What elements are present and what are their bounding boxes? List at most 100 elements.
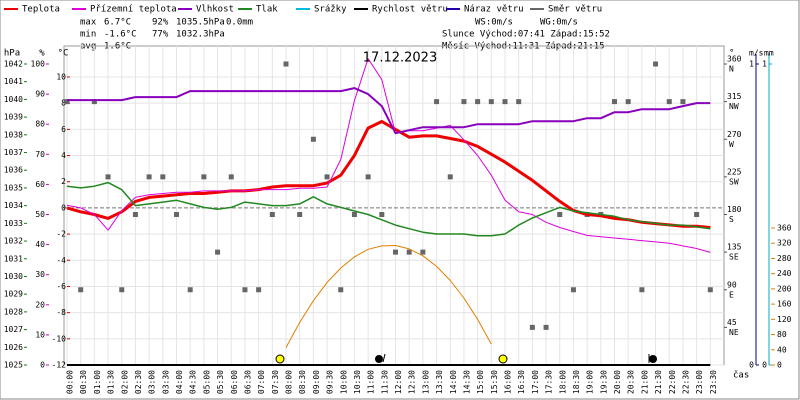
wind-direction-point <box>379 212 385 217</box>
y-tick-label: 1035 <box>4 183 23 192</box>
y-tick-label: -8 <box>56 308 66 317</box>
x-tick-label: 10:30 <box>353 370 362 394</box>
y-tick-label: 1028 <box>4 307 23 316</box>
y-tick-label: 1033 <box>4 219 23 228</box>
y-tick-label: 0 <box>40 361 45 370</box>
x-tick-label: 22:30 <box>681 370 690 394</box>
series-line <box>67 87 711 135</box>
stat-press: 1035.5hPa <box>176 18 225 28</box>
wind-direction-point <box>625 99 631 105</box>
y-tick-label: 1034 <box>4 201 23 210</box>
y-tick-label: -10 <box>52 334 67 343</box>
x-tick-label: 08:00 <box>285 370 294 394</box>
y2-tick-label: 45 <box>727 318 737 327</box>
y2-tick-label: 270 <box>727 130 742 139</box>
y-tick-label: 0 <box>61 203 66 212</box>
compass-label: SE <box>729 253 739 262</box>
wind-direction-point <box>365 174 371 180</box>
x-tick-label: 15:30 <box>490 370 499 394</box>
axis-title: % <box>39 49 45 59</box>
sun-tick-label: 0 <box>777 361 782 370</box>
wind-direction-point <box>119 287 125 293</box>
axis-title: hPa <box>4 49 20 59</box>
y-tick-label: 8 <box>61 99 66 108</box>
y-tick-label: 10 <box>56 73 66 82</box>
y-tick-label: 1037 <box>4 148 23 157</box>
y2-tick-label: 225 <box>727 167 742 176</box>
y-tick-label: 20 <box>35 300 45 309</box>
wind-direction-point <box>570 287 576 293</box>
y-tick-label: 30 <box>35 270 45 279</box>
sun-tick-label: 240 <box>777 269 792 278</box>
x-tick-label: 20:30 <box>627 370 636 394</box>
x-tick-label: 08:30 <box>298 370 307 394</box>
stat-press: 1032.3hPa <box>176 30 225 40</box>
x-tick-label: 10:00 <box>339 370 348 394</box>
y-tick-label: 6 <box>61 125 66 134</box>
wind-direction-point <box>543 324 549 330</box>
y-tick-label: 1026 <box>4 343 23 352</box>
stat-temp: -1.6°C <box>104 30 137 40</box>
wind-direction-point <box>351 212 357 217</box>
axis-title: °C <box>58 49 69 59</box>
y-tick-label: 10 <box>35 330 45 339</box>
y-tick-label: 90 <box>35 90 45 99</box>
axis-title: ° <box>729 49 734 59</box>
sun-tick-label: 120 <box>777 315 792 324</box>
wind-direction-point <box>324 174 330 180</box>
x-tick-label: 17:30 <box>545 370 554 394</box>
y-tick-label: 40 <box>35 240 45 249</box>
x-tick-label: 05:00 <box>202 370 211 394</box>
x-tick-label: 03:30 <box>161 370 170 394</box>
y-tick-label: -4 <box>56 256 66 265</box>
stat-hum: 77% <box>152 30 169 40</box>
legend: Teplota Přízemní teplota Vlhkost Tlak Srážky… <box>4 5 602 15</box>
y-tick-label: 1 <box>749 60 754 69</box>
wind-direction-point <box>310 136 316 142</box>
y2-tick-label: 90 <box>727 280 737 289</box>
wind-direction-point <box>393 249 398 255</box>
y-tick-label: 1032 <box>4 237 23 246</box>
sun-tick-label: 160 <box>777 300 792 309</box>
wind-direction-point <box>283 61 289 67</box>
compass-label: N <box>729 65 734 74</box>
stat-temp: 6.7°C <box>104 18 131 28</box>
x-tick-label: 18:30 <box>572 370 581 394</box>
y2-tick-label: 135 <box>727 243 742 252</box>
wind-direction-point <box>228 174 234 180</box>
y-tick-label: 1042 <box>4 60 23 69</box>
x-tick-label: 03:00 <box>148 370 157 394</box>
x-tick-label: 12:30 <box>408 370 417 394</box>
wind-direction-point <box>338 287 344 293</box>
x-tick-label: 15:00 <box>476 370 485 394</box>
wind-direction-point <box>557 212 563 217</box>
wind-direction-point <box>78 287 84 293</box>
y-tick-label: 50 <box>35 210 45 219</box>
sun-info: Slunce Východ:07:41 Západ:15:52 <box>442 30 610 40</box>
legend-label: Rychlost větru <box>372 5 448 15</box>
wind-direction-point <box>146 174 152 180</box>
y-tick-label: 100 <box>31 60 46 69</box>
stat-rain: 0.0mm <box>226 18 253 28</box>
x-tick-label: 09:30 <box>326 370 335 394</box>
x-tick-label: 02:00 <box>120 370 129 394</box>
compass-label: W <box>729 140 734 149</box>
series-line <box>66 120 711 229</box>
series-line <box>66 181 711 237</box>
compass-label: NE <box>729 328 739 337</box>
legend-label: Směr větru <box>548 5 602 15</box>
wind-direction-point <box>406 249 412 255</box>
y-tick-label: 1041 <box>4 77 23 86</box>
y-tick-label: 1027 <box>4 325 23 334</box>
series-line <box>66 58 711 253</box>
y-tick-label: 80 <box>35 120 45 129</box>
y-tick-label: 70 <box>35 150 45 159</box>
y-tick-label: 1031 <box>4 254 23 263</box>
x-tick-label: 01:00 <box>93 370 102 394</box>
x-tick-label: 07:00 <box>257 370 266 394</box>
sun-tick-label: 280 <box>777 254 792 263</box>
x-tick-label: 19:00 <box>586 370 595 394</box>
x-tick-label: 20:00 <box>613 370 622 394</box>
wind-direction-point <box>694 212 700 217</box>
